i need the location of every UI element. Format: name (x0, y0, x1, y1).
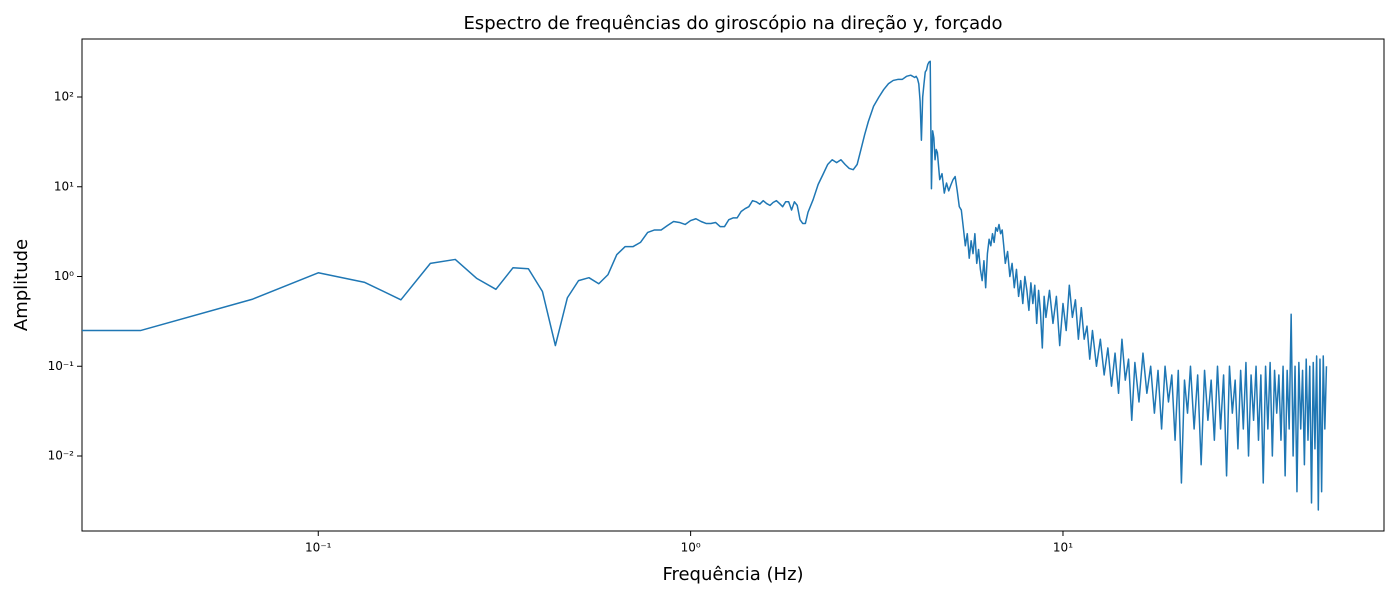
y-tick-label: 10⁻¹ (48, 359, 75, 373)
chart-title: Espectro de frequências do giroscópio na… (463, 13, 1002, 34)
y-tick-label: 10⁰ (54, 269, 74, 283)
x-tick-label: 10¹ (1053, 541, 1073, 555)
plot-frame (81, 38, 1385, 532)
plot-area (82, 60, 1328, 511)
x-tick-label: 10⁰ (681, 541, 701, 555)
line-series (82, 60, 1328, 511)
x-tick-label: 10⁻¹ (305, 541, 332, 555)
y-tick-label: 10¹ (54, 179, 74, 193)
y-axis-label: Amplitude (11, 239, 32, 331)
x-axis-label: Frequência (Hz) (662, 564, 803, 585)
y-tick-label: 10⁻² (48, 449, 75, 463)
y-tick-label: 10² (54, 90, 74, 104)
